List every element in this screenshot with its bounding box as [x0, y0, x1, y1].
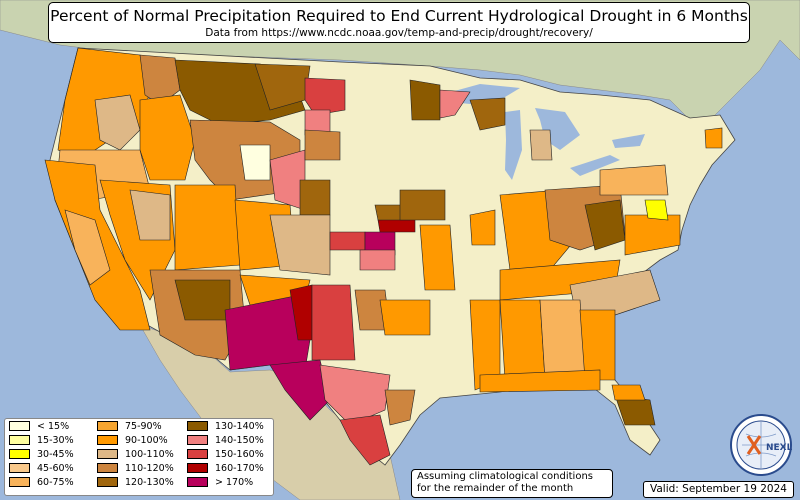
region-nebraska-west — [304, 129, 341, 161]
map-title: Percent of Normal Precipitation Required… — [50, 7, 748, 25]
title-box: Percent of Normal Precipitation Required… — [48, 2, 750, 43]
legend-label: > 170% — [215, 477, 254, 488]
region-wyoming-center — [239, 144, 271, 181]
region-california-coast — [64, 209, 111, 286]
legend-item: 130-140% — [187, 420, 264, 435]
region-new-england-orange — [704, 127, 723, 149]
legend-swatch — [187, 434, 208, 445]
region-nebraska-brown — [299, 179, 331, 216]
note-line-1: Assuming climatological conditions — [417, 471, 593, 482]
region-wisconsin-brown — [409, 79, 441, 121]
region-illinois-orange — [469, 209, 496, 246]
legend-item: 100-110% — [97, 448, 174, 463]
logo-gridlines — [742, 422, 780, 468]
region-idaho-west — [94, 94, 141, 151]
legend-item: < 15% — [9, 420, 70, 435]
region-texas-east — [384, 389, 416, 426]
legend-label: 75-90% — [125, 421, 162, 432]
region-missouri-orange — [419, 224, 456, 291]
region-sd-red — [304, 77, 346, 116]
legend-item: 90-100% — [97, 434, 168, 449]
legend-swatch — [97, 448, 118, 459]
region-alabama — [539, 299, 586, 381]
legend-item: 60-75% — [9, 476, 74, 491]
legend-label: < 15% — [37, 421, 70, 432]
legend-item: 110-120% — [97, 462, 174, 477]
region-gulf-coast — [479, 369, 601, 393]
region-kansas-pink — [359, 249, 396, 271]
region-oklahoma-orange — [379, 299, 431, 336]
legend-item: 30-45% — [9, 448, 74, 463]
region-delaware-yellow — [644, 199, 669, 221]
region-colorado-east — [269, 214, 331, 276]
legend-label: 30-45% — [37, 449, 74, 460]
region-mississippi — [499, 299, 546, 381]
region-michigan-up — [469, 97, 506, 131]
legend-label: 120-130% — [125, 477, 174, 488]
legend-item: 140-150% — [187, 434, 264, 449]
legend-item: 150-160% — [187, 448, 264, 463]
legend-swatch — [9, 420, 30, 431]
region-minnesota-pink — [439, 89, 471, 119]
legend-swatch — [187, 448, 208, 459]
region-kansas-red — [329, 231, 366, 251]
legend-swatch — [9, 434, 30, 445]
legend-item: 120-130% — [97, 476, 174, 491]
legend-label: 90-100% — [125, 435, 168, 446]
legend-swatch — [97, 476, 118, 487]
legend-label: 45-60% — [37, 463, 74, 474]
region-iowa-brown — [399, 189, 446, 221]
region-florida-orange — [611, 384, 646, 401]
region-texas-panhandle — [311, 284, 356, 361]
legend-swatch — [9, 476, 30, 487]
lake-ontario — [612, 134, 645, 148]
legend-label: 60-75% — [37, 477, 74, 488]
legend-swatch — [97, 434, 118, 445]
legend-swatch — [97, 420, 118, 431]
legend-label: 130-140% — [215, 421, 264, 432]
region-nevada-tan — [129, 189, 171, 241]
assumption-note: Assuming climatological conditions for t… — [411, 469, 613, 498]
logo-x-mark — [746, 435, 762, 455]
region-arizona-dark — [174, 279, 231, 321]
map-subtitle: Data from https://www.ncdc.noaa.gov/temp… — [205, 27, 593, 39]
legend: < 15% 15-30% 30-45% 45-60% 60-75% 75-90%… — [4, 418, 274, 496]
region-pennsylvania — [599, 164, 669, 196]
legend-item: > 170% — [187, 476, 254, 491]
valid-date: Valid: September 19 2024 — [643, 481, 794, 498]
region-georgia — [579, 309, 616, 381]
legend-item: 75-90% — [97, 420, 162, 435]
legend-swatch — [9, 462, 30, 473]
region-utah — [174, 184, 241, 271]
legend-label: 140-150% — [215, 435, 264, 446]
legend-swatch — [187, 476, 208, 487]
legend-swatch — [9, 448, 30, 459]
legend-swatch — [187, 420, 208, 431]
legend-label: 150-160% — [215, 449, 264, 460]
legend-item: 160-170% — [187, 462, 264, 477]
legend-label: 100-110% — [125, 449, 174, 460]
note-line-2: for the remainder of the month — [417, 483, 574, 494]
region-texas-south-red — [339, 414, 391, 466]
lake-erie — [570, 155, 620, 176]
drought-regions — [44, 47, 723, 466]
legend-label: 160-170% — [215, 463, 264, 474]
legend-label: 110-120% — [125, 463, 174, 474]
legend-item: 15-30% — [9, 434, 74, 449]
logo-text: NEXLAB — [766, 443, 792, 453]
legend-swatch — [97, 462, 118, 473]
legend-swatch — [187, 462, 208, 473]
region-texas-west-magenta — [269, 359, 331, 421]
nexlab-logo: NEXLAB — [730, 414, 792, 476]
region-michigan-tan — [529, 129, 553, 161]
legend-label: 15-30% — [37, 435, 74, 446]
lake-michigan — [505, 110, 522, 180]
legend-item: 45-60% — [9, 462, 74, 477]
